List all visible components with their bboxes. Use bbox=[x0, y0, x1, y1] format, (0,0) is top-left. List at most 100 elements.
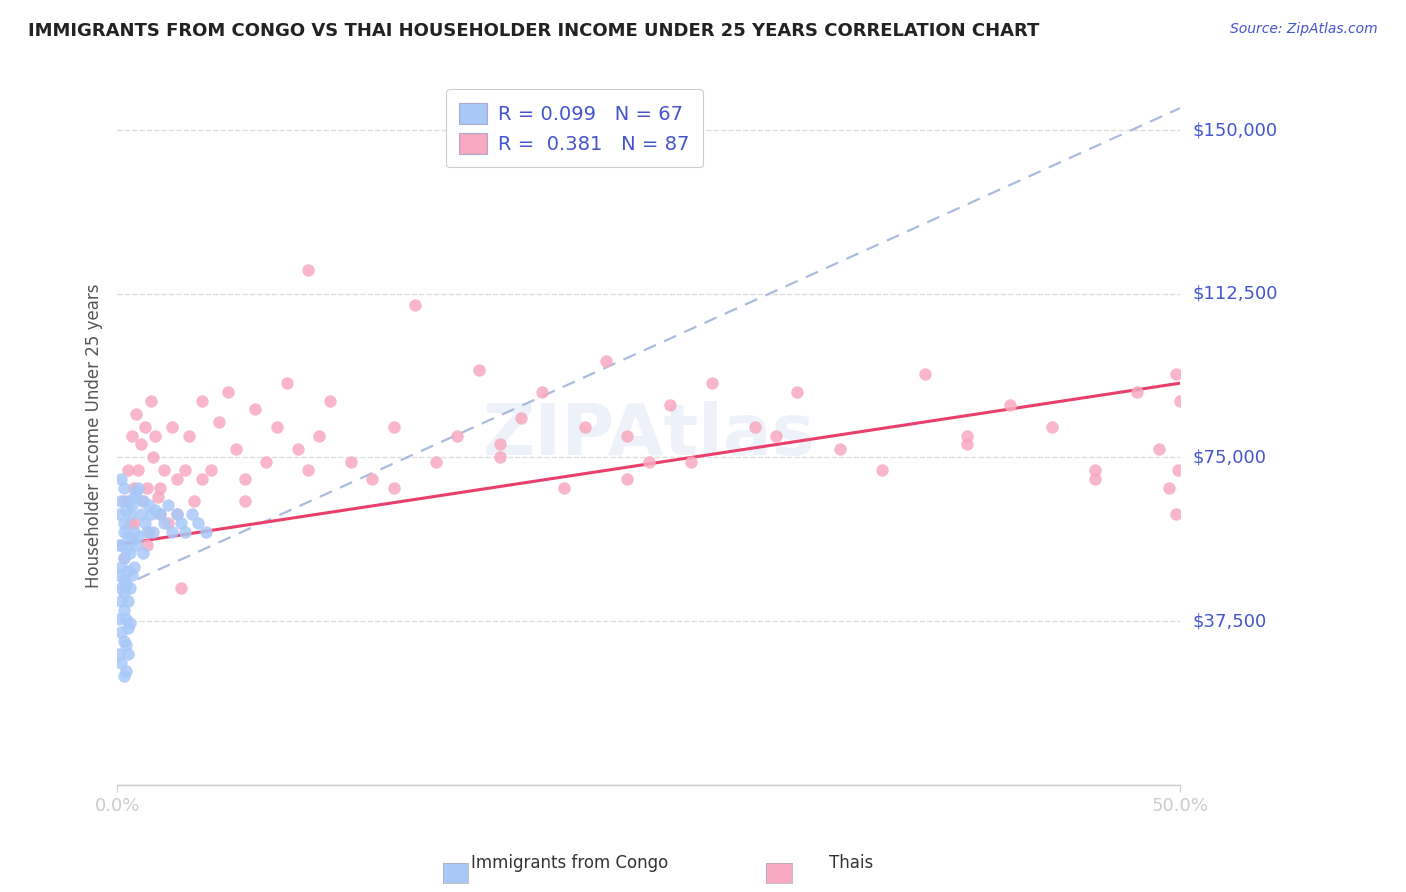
Point bbox=[179, 428, 201, 442]
Point bbox=[467, 363, 489, 377]
Point bbox=[1126, 384, 1149, 399]
Text: ZIPAtlas: ZIPAtlas bbox=[482, 401, 815, 470]
Point bbox=[136, 524, 159, 539]
Point bbox=[114, 542, 136, 557]
Point bbox=[191, 393, 214, 408]
Point bbox=[112, 573, 135, 587]
Text: IMMIGRANTS FROM CONGO VS THAI HOUSEHOLDER INCOME UNDER 25 YEARS CORRELATION CHAR: IMMIGRANTS FROM CONGO VS THAI HOUSEHOLDE… bbox=[28, 22, 1039, 40]
Point bbox=[149, 507, 172, 521]
Point bbox=[131, 546, 153, 560]
Point bbox=[157, 499, 180, 513]
Text: $112,500: $112,500 bbox=[1192, 285, 1278, 302]
Text: Immigrants from Congo: Immigrants from Congo bbox=[471, 855, 668, 872]
Point bbox=[112, 516, 135, 530]
Point bbox=[404, 297, 426, 311]
Point bbox=[245, 402, 267, 417]
Point bbox=[117, 594, 139, 608]
Point bbox=[112, 633, 135, 648]
Point bbox=[122, 559, 145, 574]
Point bbox=[744, 420, 766, 434]
Text: Thais: Thais bbox=[828, 855, 873, 872]
Point bbox=[616, 472, 638, 486]
Point bbox=[1159, 481, 1181, 495]
Point bbox=[658, 398, 681, 412]
Point bbox=[170, 582, 193, 596]
Legend: R = 0.099   N = 67, R =  0.381   N = 87: R = 0.099 N = 67, R = 0.381 N = 87 bbox=[446, 89, 703, 168]
Point bbox=[637, 455, 659, 469]
Point bbox=[233, 494, 256, 508]
Point bbox=[681, 455, 703, 469]
Point bbox=[187, 516, 209, 530]
Point bbox=[276, 376, 298, 391]
Point bbox=[340, 455, 363, 469]
Point bbox=[149, 481, 172, 495]
Point bbox=[112, 603, 135, 617]
Point bbox=[142, 524, 165, 539]
Point bbox=[208, 416, 231, 430]
Point bbox=[108, 507, 131, 521]
Point bbox=[1147, 442, 1170, 456]
Point bbox=[180, 507, 202, 521]
Point bbox=[136, 481, 159, 495]
Point bbox=[183, 494, 205, 508]
Point bbox=[162, 420, 184, 434]
Point bbox=[114, 638, 136, 652]
Point bbox=[125, 407, 148, 421]
Point bbox=[488, 450, 510, 465]
Point bbox=[998, 398, 1021, 412]
Point bbox=[108, 647, 131, 661]
Point bbox=[297, 262, 319, 277]
Point bbox=[118, 616, 141, 631]
Point bbox=[319, 393, 342, 408]
Point bbox=[382, 481, 405, 495]
Point bbox=[114, 665, 136, 679]
Point bbox=[108, 568, 131, 582]
Point bbox=[114, 502, 136, 516]
Point bbox=[702, 376, 724, 391]
Point bbox=[122, 524, 145, 539]
Point bbox=[127, 481, 149, 495]
Point bbox=[118, 582, 141, 596]
Point bbox=[914, 368, 936, 382]
Point bbox=[112, 550, 135, 565]
Point bbox=[153, 516, 176, 530]
Point bbox=[121, 533, 143, 548]
Point bbox=[127, 463, 149, 477]
Point bbox=[122, 490, 145, 504]
Point bbox=[117, 564, 139, 578]
Point bbox=[153, 463, 176, 477]
Point bbox=[254, 455, 277, 469]
Point bbox=[114, 577, 136, 591]
Point bbox=[110, 559, 132, 574]
Point bbox=[616, 428, 638, 442]
Point bbox=[117, 647, 139, 661]
Point bbox=[510, 411, 533, 425]
Point bbox=[136, 538, 159, 552]
Point bbox=[225, 442, 247, 456]
Point bbox=[141, 393, 163, 408]
Point bbox=[112, 494, 135, 508]
Point bbox=[134, 516, 156, 530]
Point bbox=[233, 472, 256, 486]
Point bbox=[786, 384, 808, 399]
Point bbox=[191, 472, 214, 486]
Point bbox=[595, 354, 617, 368]
Point bbox=[134, 420, 156, 434]
Point bbox=[131, 494, 153, 508]
Point bbox=[297, 463, 319, 477]
Point bbox=[121, 499, 143, 513]
Point bbox=[129, 437, 152, 451]
Point bbox=[425, 455, 447, 469]
Point bbox=[112, 550, 135, 565]
Point bbox=[110, 656, 132, 670]
Point bbox=[112, 524, 135, 539]
Point bbox=[108, 612, 131, 626]
Point bbox=[117, 621, 139, 635]
Point bbox=[361, 472, 384, 486]
Point bbox=[872, 463, 894, 477]
Point bbox=[129, 507, 152, 521]
Point bbox=[108, 538, 131, 552]
Point bbox=[145, 502, 167, 516]
Point bbox=[125, 538, 148, 552]
Point bbox=[110, 494, 132, 508]
